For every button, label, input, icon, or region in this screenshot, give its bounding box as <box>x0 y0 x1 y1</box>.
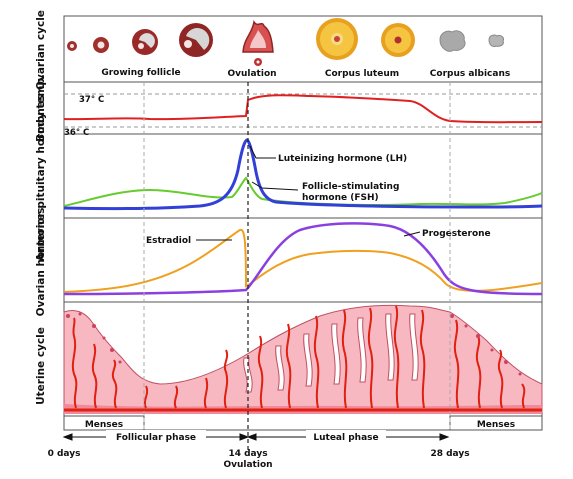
temperature-curve <box>63 94 543 124</box>
day-label-start: 0 days <box>48 449 81 459</box>
stage-ovulation: Ovulation <box>227 69 276 79</box>
menses-label-end: Menses <box>477 420 515 430</box>
day-label-end: 28 days <box>430 449 469 459</box>
row-label-body-temp: Body temp. <box>35 74 47 142</box>
follicle-mature <box>179 23 213 57</box>
stage-growing-follicle: Growing follicle <box>101 68 180 78</box>
menses-box-start <box>63 415 145 431</box>
uterine-lining <box>63 304 543 414</box>
lh-label: Luteinizing hormone (LH) <box>278 154 407 164</box>
progesterone-curve <box>63 222 543 296</box>
ovulation-follicle <box>242 20 274 66</box>
day-label-mid-sub: Ovulation <box>223 460 272 470</box>
body-temp-panel <box>63 81 543 135</box>
lh-curve <box>63 138 543 211</box>
corpus-albicans-2 <box>488 34 504 47</box>
fsh-label-line2: hormone (FSH) <box>302 193 379 203</box>
estradiol-curve <box>63 228 543 293</box>
fsh-leader-line <box>251 181 299 191</box>
stage-corpus-luteum: Corpus luteum <box>325 69 399 79</box>
fsh-curve <box>63 176 543 207</box>
luteal-label-bg <box>306 430 386 443</box>
uterine-glands <box>243 313 419 393</box>
day-label-mid: 14 days <box>228 449 267 459</box>
spiral-arteries <box>71 305 526 409</box>
endometrium-fill <box>63 304 543 413</box>
progesterone-label: Progesterone <box>422 229 491 239</box>
row-label-ovarian-cycle: Ovarian cycle <box>35 10 47 90</box>
follicle-growing-2 <box>132 29 158 55</box>
estradiol-label: Estradiol <box>146 236 191 246</box>
corpus-luteum-2 <box>381 23 415 57</box>
corpus-albicans-1 <box>439 30 466 52</box>
temp-37-label: 37° C <box>79 95 104 105</box>
row-label-anterior-pituitary: Anterior pituitary hormones <box>35 95 47 261</box>
fsh-label-line1: Follicle-stimulating <box>302 182 399 192</box>
follicle-growing-1 <box>93 37 109 53</box>
row-label-ovarian-hormones: Ovarian hormones <box>35 208 47 317</box>
menses-label-start: Menses <box>85 420 123 430</box>
follicular-phase-label: Follicular phase <box>116 433 196 443</box>
luteal-phase-label: Luteal phase <box>313 433 378 443</box>
follicle-small <box>67 41 77 51</box>
temp-36-label: 36° C <box>64 128 89 138</box>
follicular-label-bg <box>106 430 206 443</box>
menses-box-end <box>449 415 543 431</box>
menstrual-debris <box>66 312 522 376</box>
corpus-luteum-1 <box>316 18 358 60</box>
pituitary-panel <box>63 133 543 219</box>
row-label-uterine-cycle: Uterine cycle <box>35 327 47 405</box>
stage-corpus-albicans: Corpus albicans <box>430 69 510 79</box>
follicle-images <box>67 18 504 66</box>
lh-leader-line <box>249 145 276 159</box>
progesterone-leader-line <box>403 231 421 237</box>
